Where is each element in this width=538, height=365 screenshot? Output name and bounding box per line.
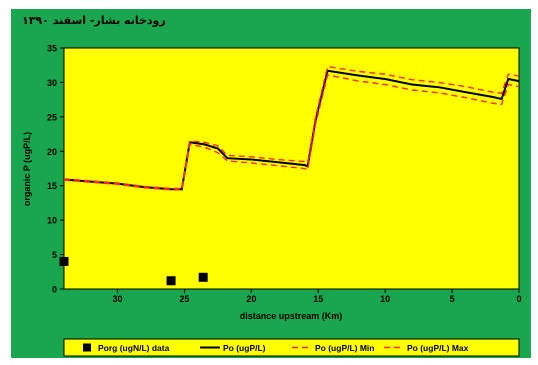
- data-point-marker: [166, 276, 176, 286]
- y-tick-label: 30: [47, 78, 57, 88]
- y-tick-label: 5: [52, 250, 57, 260]
- axis-ticks: 0 5 10 15 20 25 30 35 30 25 20 15 10 5 0: [47, 44, 522, 305]
- data-point-marker: [59, 256, 69, 266]
- series-line-2: [63, 74, 520, 191]
- y-tick-label: 20: [47, 147, 57, 157]
- x-tick-label: 20: [246, 294, 256, 304]
- x-tick-label: 10: [380, 294, 390, 304]
- x-tick-label: 5: [450, 294, 455, 304]
- legend-box: [63, 338, 520, 357]
- legend-label: Po (ugP/L) Min: [315, 343, 375, 353]
- chart-title: رودخانه بشار- اسفند ۱۳۹۰: [22, 14, 166, 27]
- legend-label: Po (ugP/L) Max: [407, 343, 469, 353]
- y-tick-label: 15: [47, 181, 57, 191]
- series-layer: [59, 65, 520, 286]
- x-tick-label: 15: [313, 294, 323, 304]
- y-tick-label: 35: [47, 44, 57, 54]
- x-axis-label: distance upstream (Km): [240, 311, 343, 321]
- legend-swatch: [83, 343, 91, 352]
- x-tick-label: 25: [179, 294, 189, 304]
- y-tick-label: 25: [47, 112, 57, 122]
- y-axis-label: organic P (ugP/L): [22, 132, 32, 206]
- legend-label: Po (ugP/L): [223, 343, 266, 353]
- legend: Porg (ugN/L) data Po (ugP/L) Po (ugP/L) Mi…: [83, 343, 469, 353]
- data-point-marker: [198, 272, 208, 282]
- series-line-1: [63, 69, 520, 191]
- x-tick-label: 30: [113, 294, 123, 304]
- y-tick-label: 10: [47, 216, 57, 226]
- x-tick-label: 0: [516, 294, 521, 304]
- y-tick-label: 0: [52, 285, 57, 295]
- legend-label: Porg (ugN/L) data: [98, 343, 170, 353]
